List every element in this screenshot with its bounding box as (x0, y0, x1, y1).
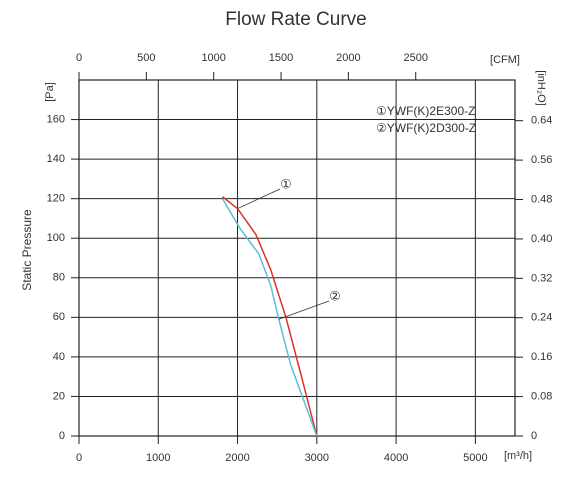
y2-unit: [inH₂O] (535, 70, 547, 105)
x-tick-label: 5000 (463, 452, 487, 464)
y-tick-label: 0 (59, 430, 65, 442)
chart-title: Flow Rate Curve (225, 9, 367, 30)
y-tick-label: 40 (53, 351, 65, 363)
legend (365, 101, 507, 141)
y2-tick-label: 0.56 (531, 154, 552, 166)
x-tick-label: 2000 (225, 452, 249, 464)
x2-tick-label: 2500 (403, 52, 427, 64)
curve-marker: ② (329, 288, 341, 303)
y-tick-label: 20 (53, 390, 65, 402)
y-unit: [Pa] (44, 82, 56, 102)
leader-line (278, 300, 330, 320)
y-tick-label: 100 (47, 232, 65, 244)
x2-tick-label: 2000 (336, 52, 360, 64)
x2-tick-label: 1500 (269, 52, 293, 64)
x-tick-label: 0 (76, 452, 82, 464)
y-tick-label: 140 (47, 153, 65, 165)
y2-tick-label: 0.16 (531, 351, 552, 363)
x-tick-label: 3000 (305, 452, 329, 464)
y-tick-label: 120 (47, 193, 65, 205)
y-tick-label: 60 (53, 311, 65, 323)
y-axis-label: Static Pressure (20, 209, 34, 291)
curve-marker: ① (280, 176, 292, 191)
legend-entry: ②YWF(K)2D300-Z (376, 121, 476, 135)
y2-tick-label: 0.24 (531, 312, 552, 324)
x2-tick-label: 500 (137, 52, 155, 64)
x2-unit: [CFM] (490, 54, 520, 66)
x2-tick-label: 1000 (201, 52, 225, 64)
curve (221, 198, 318, 437)
leader-line (237, 188, 281, 209)
y2-tick-label: 0.64 (531, 115, 552, 127)
x-unit: [m³/h] (504, 450, 532, 462)
y-tick-label: 80 (53, 272, 65, 284)
y-tick-label: 160 (47, 113, 65, 125)
legend-entry: ①YWF(K)2E300-Z (376, 104, 475, 118)
y2-tick-label: 0.48 (531, 193, 552, 205)
y2-tick-label: 0.08 (531, 390, 552, 402)
x-tick-label: 1000 (146, 452, 170, 464)
y2-tick-label: 0.40 (531, 233, 552, 245)
x2-tick-label: 0 (76, 52, 82, 64)
y2-tick-label: 0.32 (531, 272, 552, 284)
y2-tick-label: 0 (531, 430, 537, 442)
x-tick-label: 4000 (384, 452, 408, 464)
curve (222, 196, 318, 437)
